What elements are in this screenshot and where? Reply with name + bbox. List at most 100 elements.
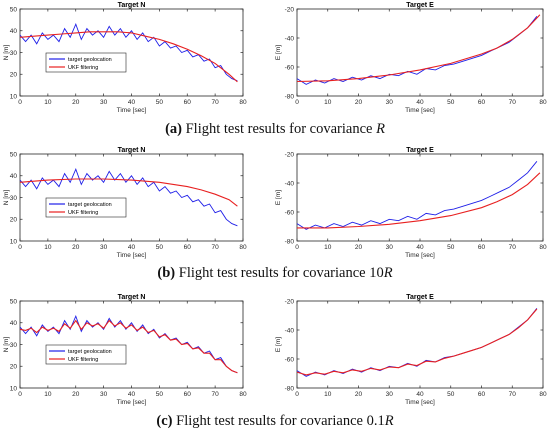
x-tick-label: 30: [100, 391, 108, 398]
x-tick-label: 0: [18, 391, 22, 398]
y-tick-label: -40: [285, 180, 295, 187]
x-axis-label: Time [sec]: [117, 252, 147, 259]
series-line: [19, 22, 238, 82]
caption-a: (a) Flight test results for covariance R: [0, 121, 550, 138]
plot-area: [19, 300, 244, 389]
y-tick-label: -60: [285, 356, 295, 363]
y-tick-label: 30: [10, 195, 18, 202]
caption-symbol: R: [376, 121, 385, 137]
caption-symbol: R: [384, 413, 394, 429]
y-tick-label: 40: [10, 28, 18, 35]
series-line: [19, 31, 238, 83]
series-line: [296, 161, 538, 230]
y-tick-label: 30: [10, 342, 18, 349]
x-tick-label: 70: [509, 99, 517, 106]
y-tick-label: -20: [285, 6, 295, 13]
plot-area: [296, 300, 544, 389]
x-tick-label: 10: [324, 391, 332, 398]
y-tick-label: 10: [10, 93, 18, 100]
plot-area: [296, 8, 544, 97]
x-tick-label: 0: [295, 99, 299, 106]
y-tick-label: -40: [285, 327, 295, 334]
x-tick-label: 50: [156, 99, 164, 106]
x-tick-label: 40: [416, 391, 424, 398]
caption-b: (b) Flight test results for covariance 1…: [0, 265, 550, 282]
y-tick-label: 50: [10, 298, 18, 305]
series-line: [19, 167, 238, 227]
x-tick-label: 10: [324, 99, 332, 106]
x-tick-label: 60: [478, 244, 486, 251]
series-line: [19, 319, 238, 374]
plot-area: [296, 153, 544, 242]
y-axis-label: E [m]: [275, 45, 282, 60]
legend-label: target geolocation: [68, 57, 112, 63]
x-tick-label: 80: [239, 391, 247, 398]
x-tick-label: 70: [212, 99, 220, 106]
y-axis-label: N [m]: [3, 45, 10, 61]
x-tick-label: 80: [239, 244, 247, 251]
x-tick-label: 40: [416, 99, 424, 106]
legend-box: [45, 344, 127, 365]
series-line: [297, 172, 541, 229]
y-tick-label: 30: [10, 50, 18, 57]
x-tick-label: 10: [324, 244, 332, 251]
x-tick-label: 70: [509, 391, 517, 398]
x-tick-label: 70: [212, 391, 220, 398]
y-axis-label: E [m]: [275, 337, 282, 352]
legend-box: [45, 52, 127, 73]
x-tick-label: 80: [539, 391, 547, 398]
x-tick-label: 60: [184, 391, 192, 398]
x-tick-label: 40: [128, 244, 136, 251]
legend-label: UKF filtering: [68, 357, 98, 363]
x-tick-label: 50: [447, 99, 455, 106]
x-tick-label: 10: [44, 391, 52, 398]
y-tick-label: -80: [285, 93, 295, 100]
y-tick-label: 10: [10, 385, 18, 392]
y-tick-label: -60: [285, 209, 295, 216]
y-tick-label: 50: [10, 151, 18, 158]
y-tick-label: 50: [10, 6, 18, 13]
chart-title: Target E: [406, 147, 434, 154]
chart-panel: 0 10 20 30 40 50 60 70 80 -80 -60 -40 -20 Target E Tim…: [275, 294, 547, 406]
x-axis-label: Time [sec]: [405, 252, 435, 259]
series-line: [296, 14, 541, 83]
x-tick-label: 0: [295, 391, 299, 398]
x-tick-label: 60: [184, 99, 192, 106]
x-tick-label: 40: [128, 99, 136, 106]
legend-box: [45, 197, 127, 218]
y-tick-label: -60: [285, 64, 295, 71]
chart-title: Target E: [406, 294, 434, 301]
y-axis-label: N [m]: [3, 190, 10, 206]
x-tick-label: 50: [156, 244, 164, 251]
x-tick-label: 30: [100, 244, 108, 251]
x-axis-label: Time [sec]: [117, 399, 147, 406]
y-tick-label: -80: [285, 385, 295, 392]
x-tick-label: 0: [18, 244, 22, 251]
x-tick-label: 80: [539, 99, 547, 106]
caption-c: (c) Flight test results for covariance 0…: [0, 413, 550, 430]
x-tick-label: 10: [44, 99, 52, 106]
x-axis-label: Time [sec]: [117, 107, 147, 114]
y-axis-label: N [m]: [3, 337, 10, 353]
chart-title: Target N: [118, 294, 146, 301]
legend-label: target geolocation: [68, 349, 112, 355]
x-tick-label: 20: [355, 244, 363, 251]
y-tick-label: -80: [285, 238, 295, 245]
x-tick-label: 20: [355, 99, 363, 106]
y-tick-label: 20: [10, 364, 18, 371]
caption-text: Flight test results for covariance 10: [178, 265, 384, 281]
y-tick-label: 10: [10, 238, 18, 245]
plot-area: [19, 8, 244, 97]
x-tick-label: 30: [386, 244, 394, 251]
y-tick-label: -40: [285, 35, 295, 42]
x-tick-label: 20: [72, 391, 80, 398]
caption-text: Flight test results for covariance 0.1: [176, 413, 385, 429]
y-tick-label: -20: [285, 151, 295, 158]
x-tick-label: 30: [386, 391, 394, 398]
x-tick-label: 60: [184, 244, 192, 251]
series-line: [296, 308, 538, 376]
caption-symbol: R: [383, 265, 393, 281]
